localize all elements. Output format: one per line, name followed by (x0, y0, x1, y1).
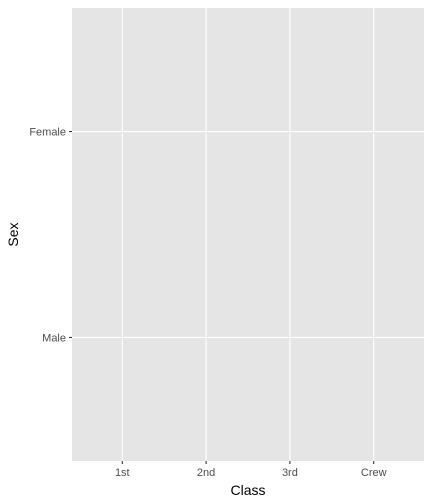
y-tick-label: Female (29, 127, 66, 139)
x-tick-label: 2nd (197, 467, 215, 479)
x-tick-label: 1st (115, 467, 130, 479)
y-gridlines (72, 130, 424, 339)
plot-panel (72, 8, 424, 461)
x-axis-ticks: 1st 2nd 3rd Crew (115, 461, 387, 479)
x-tick-label: 3rd (282, 467, 298, 479)
y-tick-label: Male (42, 332, 66, 344)
x-axis-title: Class (230, 482, 265, 498)
y-axis-title: Sex (5, 222, 21, 246)
y-axis-ticks: Female Male (29, 127, 72, 344)
x-tick-label: Crew (361, 467, 387, 479)
x-gridlines (121, 8, 375, 461)
